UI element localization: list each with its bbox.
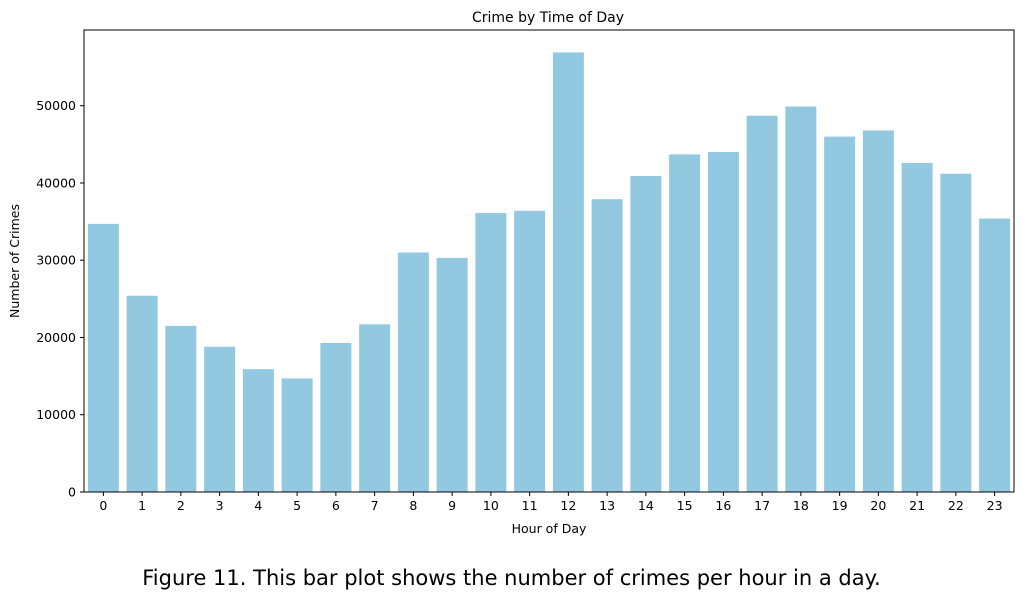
- x-tick-label: 8: [409, 498, 417, 513]
- bar-hour-15: [669, 154, 701, 492]
- bar-hour-6: [320, 342, 352, 492]
- y-tick-label: 0: [68, 485, 76, 500]
- bar-hour-20: [862, 130, 894, 492]
- bar-hour-19: [824, 136, 856, 492]
- x-tick-label: 13: [599, 498, 615, 513]
- bar-hour-8: [397, 252, 429, 492]
- bar-hour-17: [746, 115, 778, 492]
- bar-hour-3: [204, 346, 236, 492]
- bar-hour-13: [591, 199, 623, 493]
- x-axis: 0 1 2 3 4 5 6 7 8 9 10 11 12 13 14 15 16 17 18 19 20 21 22 23: [99, 492, 1003, 513]
- bars-group: [87, 52, 1011, 493]
- bar-hour-0: [87, 223, 119, 492]
- x-tick-label: 7: [371, 498, 379, 513]
- x-tick-label: 18: [793, 498, 809, 513]
- bar-hour-22: [940, 173, 972, 493]
- bar-hour-5: [281, 378, 313, 492]
- bar-hour-11: [514, 210, 546, 493]
- figure-caption: Figure 11. This bar plot shows the numbe…: [142, 566, 881, 590]
- x-tick-label: 15: [677, 498, 693, 513]
- y-tick-label: 20000: [36, 330, 76, 345]
- x-tick-label: 0: [99, 498, 107, 513]
- x-tick-label: 14: [638, 498, 654, 513]
- bar-hour-18: [785, 106, 817, 492]
- x-tick-label: 9: [448, 498, 456, 513]
- y-tick-label: 40000: [36, 175, 76, 190]
- y-tick-label: 10000: [36, 407, 76, 422]
- x-tick-label: 6: [332, 498, 340, 513]
- bar-hour-9: [436, 257, 468, 492]
- bar-hour-2: [165, 325, 197, 492]
- y-tick-label: 50000: [36, 98, 76, 113]
- x-tick-label: 11: [522, 498, 538, 513]
- bar-hour-10: [475, 213, 507, 492]
- x-tick-label: 20: [870, 498, 886, 513]
- plot-frame: [83, 29, 1015, 493]
- bar-hour-23: [979, 218, 1011, 492]
- x-tick-label: 5: [293, 498, 301, 513]
- x-axis-label: Hour of Day: [512, 521, 587, 536]
- bar-hour-12: [552, 52, 584, 492]
- x-tick-label: 2: [177, 498, 185, 513]
- bar-hour-14: [630, 176, 662, 492]
- x-tick-label: 23: [987, 498, 1003, 513]
- bar-hour-16: [707, 152, 739, 492]
- chart-title: Crime by Time of Day: [472, 10, 624, 26]
- x-tick-label: 22: [948, 498, 964, 513]
- bar-hour-4: [242, 369, 274, 492]
- x-tick-label: 3: [216, 498, 224, 513]
- x-tick-label: 10: [483, 498, 499, 513]
- x-tick-label: 4: [254, 498, 262, 513]
- x-tick-label: 21: [909, 498, 925, 513]
- x-tick-label: 17: [754, 498, 770, 513]
- y-tick-label: 30000: [36, 253, 76, 268]
- x-tick-label: 12: [560, 498, 576, 513]
- x-tick-label: 19: [832, 498, 848, 513]
- x-tick-label: 1: [138, 498, 146, 513]
- bar-hour-21: [901, 162, 933, 493]
- x-tick-label: 16: [715, 498, 731, 513]
- y-axis-label: Number of Crimes: [7, 204, 22, 318]
- bar-hour-7: [359, 324, 391, 492]
- y-axis: 0 10000 20000 30000 40000 50000: [36, 98, 84, 500]
- bar-hour-1: [126, 295, 158, 492]
